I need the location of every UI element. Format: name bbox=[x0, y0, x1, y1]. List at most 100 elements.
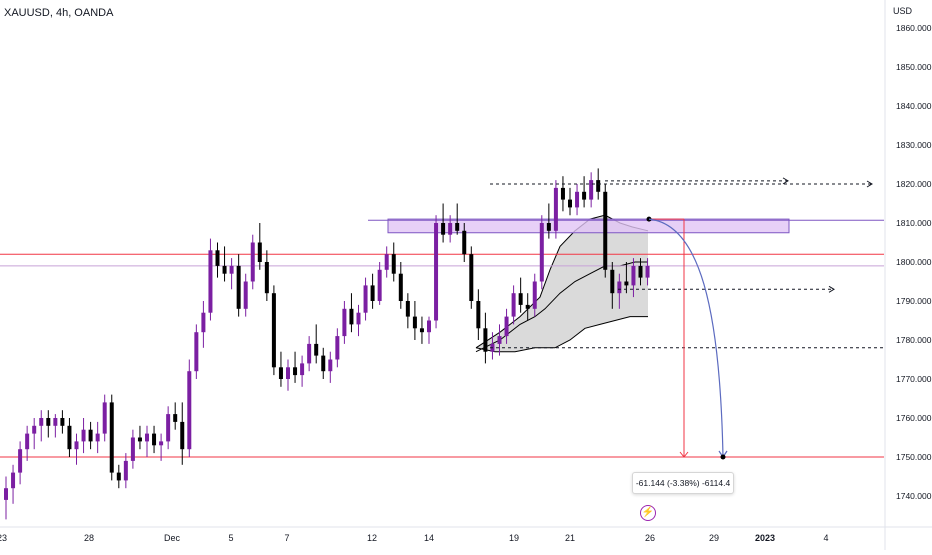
candle-body bbox=[568, 199, 572, 208]
candle-body bbox=[328, 359, 333, 372]
time-tick-label: 2023 bbox=[755, 533, 775, 543]
candle-body bbox=[137, 437, 142, 442]
price-tick-label: 1820.000 bbox=[896, 179, 932, 189]
candle-body bbox=[455, 223, 460, 231]
price-tick-label: 1740.000 bbox=[896, 491, 932, 501]
candle-body bbox=[194, 332, 199, 372]
price-tick-label: 1800.000 bbox=[896, 257, 932, 267]
candle-body bbox=[377, 269, 382, 301]
candle-body bbox=[342, 308, 347, 337]
candle-body bbox=[67, 425, 72, 450]
price-axis-currency: USD bbox=[893, 6, 913, 16]
candle-body bbox=[53, 418, 58, 426]
candle-body bbox=[441, 223, 446, 235]
candle-body bbox=[553, 187, 558, 231]
price-tick-label: 1790.000 bbox=[896, 296, 932, 306]
band-lower-line bbox=[475, 316, 648, 353]
projection-curve bbox=[648, 218, 724, 458]
dashed-arrow-0 bbox=[866, 180, 873, 188]
candle-body bbox=[469, 254, 474, 301]
bollinger-band-layer bbox=[475, 214, 649, 353]
price-tick-label: 1830.000 bbox=[896, 140, 932, 150]
time-tick-label: 5 bbox=[228, 533, 233, 543]
candle-body bbox=[222, 265, 227, 274]
candle-body bbox=[321, 355, 326, 372]
candle-body bbox=[589, 180, 594, 200]
candle-body bbox=[624, 281, 629, 286]
candle-body bbox=[363, 285, 368, 313]
candle-body bbox=[631, 265, 636, 286]
time-tick-label: 29 bbox=[709, 533, 719, 543]
candle-body bbox=[293, 367, 298, 376]
candle-body bbox=[32, 425, 37, 434]
candle-body bbox=[39, 418, 44, 426]
candle-body bbox=[81, 429, 86, 442]
price-tick-label: 1810.000 bbox=[896, 218, 932, 228]
candle-body bbox=[208, 250, 213, 313]
candle-body bbox=[278, 367, 283, 379]
candle-body bbox=[187, 371, 192, 450]
candle-body bbox=[412, 316, 417, 329]
band-basis-line bbox=[475, 261, 648, 353]
candle-body bbox=[145, 433, 149, 442]
candle-body bbox=[271, 293, 276, 368]
time-tick-label: 7 bbox=[284, 533, 289, 543]
candle-body bbox=[434, 223, 439, 321]
level-lines-layer bbox=[0, 218, 884, 458]
time-tick-label: 28 bbox=[84, 533, 94, 543]
candle-body bbox=[532, 281, 537, 309]
candle-body bbox=[229, 265, 234, 274]
candle-body bbox=[109, 402, 114, 473]
candle-body bbox=[419, 328, 424, 333]
candle-body bbox=[603, 191, 608, 270]
symbol-title: XAUUSD, 4h, OANDA bbox=[4, 7, 114, 19]
time-tick-label: 23 bbox=[0, 533, 7, 543]
dashed-arrow-1 bbox=[782, 177, 789, 185]
candle-body bbox=[18, 449, 23, 473]
candle-body bbox=[638, 265, 643, 278]
candle-body bbox=[582, 191, 587, 200]
price-tick-label: 1770.000 bbox=[896, 374, 932, 384]
candle-body bbox=[201, 312, 206, 333]
candle-body bbox=[427, 320, 431, 333]
candle-body bbox=[88, 429, 93, 442]
candle-body bbox=[46, 418, 51, 426]
candle-body bbox=[645, 265, 650, 278]
candle-body bbox=[575, 191, 580, 208]
drawings-layer bbox=[490, 177, 884, 460]
candle-body bbox=[384, 254, 389, 270]
candle-body bbox=[173, 414, 178, 422]
candle-body bbox=[123, 460, 128, 481]
candle-body bbox=[152, 433, 157, 446]
lightning-event-icon[interactable]: ⚡ bbox=[640, 505, 656, 521]
candle-body bbox=[398, 273, 403, 301]
candle-body bbox=[286, 367, 290, 379]
candle-body bbox=[596, 180, 601, 192]
candle-body bbox=[257, 242, 262, 262]
candle-body bbox=[159, 441, 164, 446]
candle-body bbox=[74, 441, 79, 450]
candle-body bbox=[95, 433, 100, 442]
price-tick-label: 1860.000 bbox=[896, 23, 932, 33]
candle-body bbox=[476, 301, 481, 329]
candle-body bbox=[250, 242, 255, 282]
price-tick-label: 1840.000 bbox=[896, 101, 932, 111]
candle-body bbox=[539, 223, 544, 282]
time-tick-label: 21 bbox=[565, 533, 575, 543]
candle-body bbox=[497, 336, 502, 344]
candle-body bbox=[166, 414, 171, 442]
candle-body bbox=[60, 418, 65, 426]
price-tick-label: 1850.000 bbox=[896, 62, 932, 72]
dashed-arrow-2 bbox=[828, 285, 835, 293]
candle-body bbox=[610, 269, 615, 294]
candle-body bbox=[504, 316, 509, 337]
candle-body bbox=[560, 187, 565, 200]
time-tick-label: 26 bbox=[645, 533, 655, 543]
candle-body bbox=[391, 254, 396, 274]
projection-end-point bbox=[720, 454, 726, 460]
supply-zone bbox=[387, 218, 790, 234]
candle-body bbox=[525, 304, 530, 309]
